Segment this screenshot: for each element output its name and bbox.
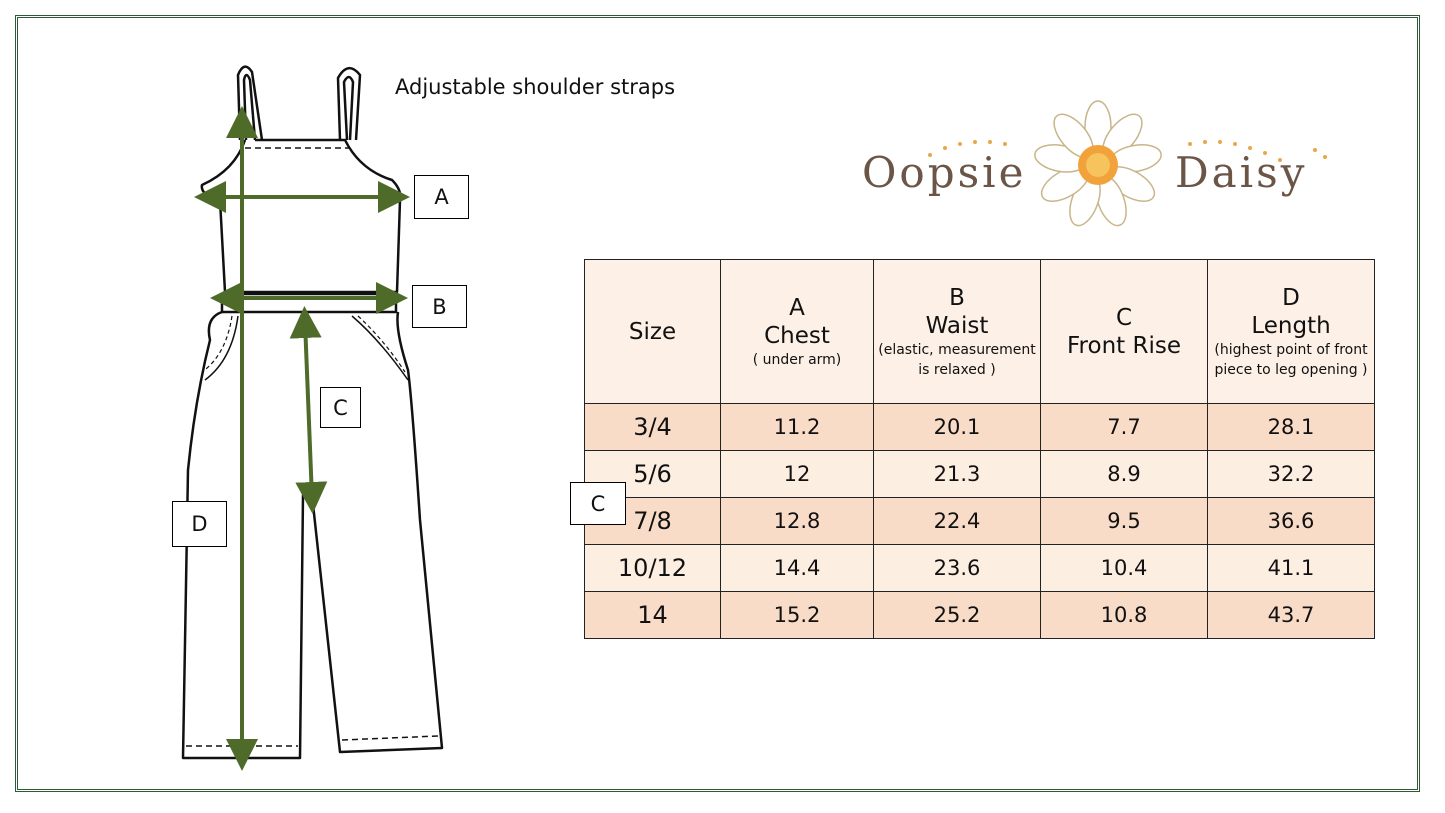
label-c-extra: C bbox=[570, 482, 626, 525]
measurement-cell: 25.2 bbox=[873, 591, 1041, 639]
measurement-cell: 23.6 bbox=[873, 544, 1041, 592]
measurement-cell: 41.1 bbox=[1207, 544, 1375, 592]
logo-flower bbox=[928, 100, 1327, 227]
size-cell: 10/12 bbox=[584, 544, 721, 592]
header-cell: C Front Rise bbox=[1040, 259, 1208, 404]
header-letter: D bbox=[1282, 284, 1300, 311]
header-name: Size bbox=[628, 318, 677, 345]
measurement-cell: 21.3 bbox=[873, 450, 1041, 498]
header-name: Waist bbox=[925, 312, 989, 339]
header-note: ( under arm) bbox=[752, 351, 842, 368]
table-row: 7/8 12.8 22.4 9.5 36.6 bbox=[584, 497, 1375, 545]
header-note: (highest point of front piece to leg ope… bbox=[1214, 341, 1368, 378]
table-row: 3/4 11.2 20.1 7.7 28.1 bbox=[584, 403, 1375, 451]
measurement-cell: 9.5 bbox=[1040, 497, 1208, 545]
caption: Adjustable shoulder straps bbox=[395, 75, 676, 99]
header-cell: A Chest ( under arm) bbox=[720, 259, 874, 404]
measurement-cell: 32.2 bbox=[1207, 450, 1375, 498]
label-a: A bbox=[414, 175, 469, 219]
measurement-cell: 43.7 bbox=[1207, 591, 1375, 639]
header-letter: C bbox=[1115, 304, 1133, 331]
size-table: Size A Chest ( under arm) B Waist (elastic, me… bbox=[584, 259, 1375, 639]
logo-left-word: Oopsie bbox=[862, 148, 1027, 197]
size-cell: 5/6 bbox=[584, 450, 721, 498]
label-d: D bbox=[172, 501, 227, 547]
header-cell: D Length (highest point of front piece to … bbox=[1207, 259, 1375, 404]
measurement-cell: 10.4 bbox=[1040, 544, 1208, 592]
header-note: (elastic, measurement is relaxed ) bbox=[878, 341, 1036, 378]
measurement-cell: 7.7 bbox=[1040, 403, 1208, 451]
header-letter: B bbox=[949, 284, 965, 311]
logo-right-word: Daisy bbox=[1175, 148, 1308, 197]
header-letter: A bbox=[789, 294, 805, 321]
measurement-cell: 15.2 bbox=[720, 591, 874, 639]
header-cell: Size bbox=[584, 259, 721, 404]
header-row: Size A Chest ( under arm) B Waist (elastic, me… bbox=[584, 259, 1375, 404]
table-row: 10/12 14.4 23.6 10.4 41.1 bbox=[584, 544, 1375, 592]
logo: Oopsie Daisy bbox=[860, 100, 1340, 230]
header-name: Front Rise bbox=[1067, 332, 1181, 359]
measurement-cell: 10.8 bbox=[1040, 591, 1208, 639]
measurement-cell: 14.4 bbox=[720, 544, 874, 592]
border bbox=[15, 15, 1420, 792]
measurement-cell: 20.1 bbox=[873, 403, 1041, 451]
size-cell: 14 bbox=[584, 591, 721, 639]
measurement-cell: 12 bbox=[720, 450, 874, 498]
header-name: Length bbox=[1251, 312, 1331, 339]
measurement-cell: 11.2 bbox=[720, 403, 874, 451]
header-cell: B Waist (elastic, measurement is relaxed ) bbox=[873, 259, 1041, 404]
measurement-cell: 12.8 bbox=[720, 497, 874, 545]
label-b: B bbox=[412, 285, 467, 328]
table-row: 5/6 12 21.3 8.9 32.2 bbox=[584, 450, 1375, 498]
label-c: C bbox=[320, 387, 361, 428]
measurement-cell: 8.9 bbox=[1040, 450, 1208, 498]
measurement-cell: 36.6 bbox=[1207, 497, 1375, 545]
header-name: Chest bbox=[764, 322, 830, 349]
measurement-cell: 22.4 bbox=[873, 497, 1041, 545]
measurement-cell: 28.1 bbox=[1207, 403, 1375, 451]
size-cell: 3/4 bbox=[584, 403, 721, 451]
table-row: 14 15.2 25.2 10.8 43.7 bbox=[584, 591, 1375, 639]
